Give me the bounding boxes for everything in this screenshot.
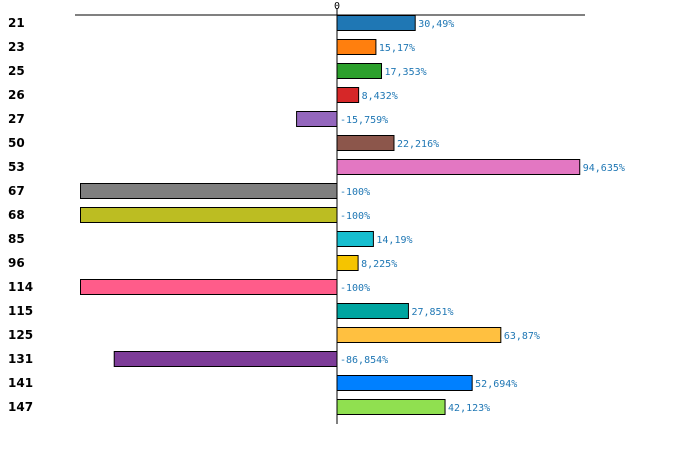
value-label-50: 22,216% — [397, 139, 439, 150]
bar-85 — [336, 231, 374, 247]
value-label-27: -15,759% — [340, 115, 388, 126]
category-label-131: 131 — [8, 352, 33, 366]
category-labels: 21 23 25 26 27 50 53 67 68 85 96 114 115 125 131 141 147 — [8, 16, 33, 414]
category-label-68: 68 — [8, 208, 25, 222]
value-label-21: 30,49% — [418, 19, 454, 30]
category-label-21: 21 — [8, 16, 25, 30]
category-label-141: 141 — [8, 376, 33, 390]
bar-53 — [336, 159, 581, 175]
value-label-23: 15,17% — [379, 43, 415, 54]
category-label-53: 53 — [8, 160, 25, 174]
value-label-26: 8,432% — [362, 91, 398, 102]
zero-tick-label: 0 — [334, 1, 340, 12]
bar-96 — [336, 255, 359, 271]
category-label-125: 125 — [8, 328, 33, 342]
category-label-96: 96 — [8, 256, 25, 270]
category-label-25: 25 — [8, 64, 25, 78]
bar-23 — [336, 39, 377, 55]
value-label-96: 8,225% — [361, 259, 397, 270]
bar-67 — [80, 183, 338, 199]
category-label-50: 50 — [8, 136, 25, 150]
value-label-125: 63,87% — [504, 331, 540, 342]
value-label-68: -100% — [340, 211, 370, 222]
value-label-114: -100% — [340, 283, 370, 294]
value-labels: 30,49% 15,17% 17,353% 8,432% -15,759% 22,216%… — [340, 19, 625, 414]
category-label-85: 85 — [8, 232, 25, 246]
bar-147 — [336, 399, 446, 415]
category-label-26: 26 — [8, 88, 25, 102]
bar-141 — [336, 375, 473, 391]
value-label-53: 94,635% — [583, 163, 625, 174]
bars-group — [80, 15, 581, 415]
value-label-85: 14,19% — [376, 235, 412, 246]
bar-115 — [336, 303, 409, 319]
value-label-67: -100% — [340, 187, 370, 198]
value-label-25: 17,353% — [385, 67, 427, 78]
value-label-131: -86,854% — [340, 355, 388, 366]
category-label-27: 27 — [8, 112, 25, 126]
bar-26 — [336, 87, 360, 103]
category-label-23: 23 — [8, 40, 25, 54]
bar-125 — [336, 327, 502, 343]
bar-50 — [336, 135, 395, 151]
bar-21 — [336, 15, 416, 31]
bar-27 — [296, 111, 338, 127]
bar-131 — [113, 351, 338, 367]
value-label-147: 42,123% — [448, 403, 490, 414]
value-label-141: 52,694% — [475, 379, 517, 390]
category-label-147: 147 — [8, 400, 33, 414]
value-label-115: 27,851% — [411, 307, 453, 318]
category-label-115: 115 — [8, 304, 33, 318]
bar-68 — [80, 207, 338, 223]
bar-25 — [336, 63, 383, 79]
bar-114 — [80, 279, 338, 295]
category-label-67: 67 — [8, 184, 25, 198]
category-label-114: 114 — [8, 280, 33, 294]
